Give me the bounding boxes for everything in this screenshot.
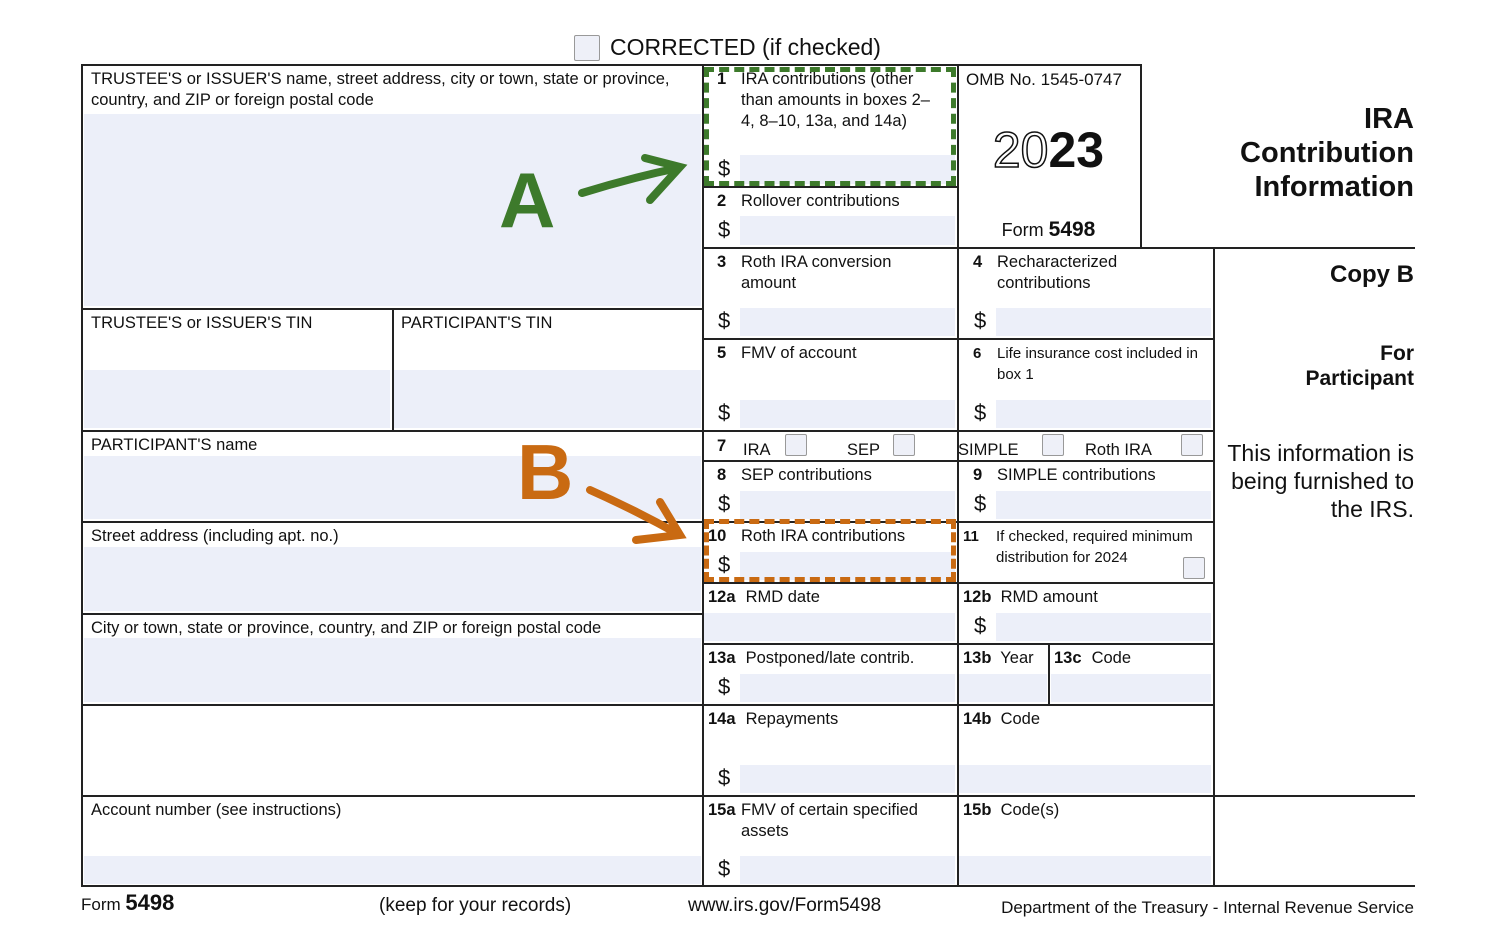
box14b-field[interactable] <box>959 765 1211 793</box>
account-field[interactable] <box>84 856 701 884</box>
participant-tin-field[interactable] <box>394 370 701 428</box>
box7-ira-checkbox[interactable] <box>785 434 807 456</box>
dollar-sign: $ <box>974 613 987 638</box>
box13a-field[interactable] <box>740 674 955 702</box>
box7-simple-checkbox[interactable] <box>1042 434 1064 456</box>
annotation-a: A <box>499 156 556 244</box>
participant-name-label: PARTICIPANT'S name <box>91 436 258 454</box>
box7-num: 7 <box>717 437 727 455</box>
box8-label: 8 SEP contributions <box>717 466 872 484</box>
tax-year: 2023 <box>992 121 1105 179</box>
dollar-sign: $ <box>718 217 731 242</box>
participant-tin-label: PARTICIPANT'S TIN <box>401 314 553 332</box>
dollar-sign: $ <box>974 491 987 516</box>
box12b-label: 12b RMD amount <box>963 588 1098 606</box>
box15a-field[interactable] <box>740 856 955 884</box>
street-field[interactable] <box>84 547 701 611</box>
box9-field[interactable] <box>996 491 1211 519</box>
footer-form-number: Form 5498 <box>81 890 175 915</box>
highlight-box-10 <box>704 519 956 582</box>
box15b-field[interactable] <box>959 856 1211 884</box>
footer-department: Department of the Treasury - Internal Re… <box>1001 898 1414 917</box>
annotation-b: B <box>517 428 574 516</box>
box1-field[interactable] <box>740 155 955 184</box>
box7-sep-label: SEP <box>847 441 881 459</box>
box13a-label: 13a Postponed/late contrib. <box>708 649 915 667</box>
box5-field[interactable] <box>740 400 955 428</box>
omb-number: OMB No. 1545-0747 <box>966 70 1122 89</box>
box13c-label: 13c Code <box>1054 649 1132 667</box>
dollar-sign: $ <box>718 156 731 181</box>
box7-roth-checkbox[interactable] <box>1181 434 1203 456</box>
box14b-label: 14b Code <box>963 710 1041 728</box>
dollar-sign: $ <box>718 674 731 699</box>
arrow-b-icon <box>586 486 687 544</box>
box12b-field[interactable] <box>996 613 1211 641</box>
account-label: Account number (see instructions) <box>91 801 342 819</box>
box11-label: 11 If checked, required minimum distribut… <box>963 528 1193 566</box>
trustee-label: TRUSTEE'S or ISSUER'S name, street addre… <box>91 70 670 109</box>
box13b-label: 13b Year <box>963 649 1034 667</box>
box1-label: 1 IRA contributions (other than amounts i… <box>717 70 930 130</box>
box3-label: 3 Roth IRA conversion amount <box>717 253 892 292</box>
city-field[interactable] <box>84 638 701 702</box>
omb-form-number: Form 5498 <box>1001 218 1096 241</box>
form-title: IRA Contribution Information <box>1240 103 1414 203</box>
box8-field[interactable] <box>740 491 955 519</box>
box10-field[interactable] <box>740 552 955 580</box>
box3-field[interactable] <box>740 308 955 336</box>
box7-simple-label: SIMPLE <box>958 441 1019 459</box>
dollar-sign: $ <box>974 308 987 333</box>
dollar-sign: $ <box>718 552 731 577</box>
corrected-checkbox[interactable] <box>574 35 600 61</box>
box13c-field[interactable] <box>1051 674 1211 702</box>
street-label: Street address (including apt. no.) <box>91 527 339 545</box>
box12a-label: 12a RMD date <box>708 588 820 606</box>
trustee-tin-label: TRUSTEE'S or ISSUER'S TIN <box>91 314 313 332</box>
box14a-field[interactable] <box>740 765 955 793</box>
box2-field[interactable] <box>740 216 955 245</box>
dollar-sign: $ <box>718 856 731 881</box>
dollar-sign: $ <box>718 400 731 425</box>
box10-label: 10 Roth IRA contributions <box>708 527 906 545</box>
box2-label: 2 Rollover contributions <box>717 192 900 210</box>
box13b-field[interactable] <box>959 674 1047 702</box>
box6-label: 6 Life insurance cost included in box 1 <box>973 345 1198 383</box>
box12a-field[interactable] <box>704 613 955 641</box>
dollar-sign: $ <box>718 308 731 333</box>
box15b-label: 15b Code(s) <box>963 801 1060 819</box>
dollar-sign: $ <box>718 765 731 790</box>
box11-checkbox[interactable] <box>1183 557 1205 579</box>
for-participant-label: For Participant <box>1305 342 1414 390</box>
trustee-field[interactable] <box>84 114 701 306</box>
box15a-label: 15a FMV of certain specified assets <box>708 801 918 840</box>
copy-b-label: Copy B <box>1330 261 1414 288</box>
city-label: City or town, state or province, country… <box>91 619 602 637</box>
box4-label: 4 Recharacterized contributions <box>973 253 1118 292</box>
footer-keep-note: (keep for your records) <box>379 895 572 916</box>
box6-field[interactable] <box>996 400 1211 428</box>
box14a-label: 14a Repayments <box>708 710 839 728</box>
participant-name-field[interactable] <box>84 456 701 519</box>
footer-url[interactable]: www.irs.gov/Form5498 <box>688 895 882 916</box>
dollar-sign: $ <box>974 400 987 425</box>
box7-sep-checkbox[interactable] <box>893 434 915 456</box>
corrected-label: CORRECTED (if checked) <box>610 34 881 60</box>
highlight-box-1 <box>704 67 956 186</box>
arrow-a-icon <box>578 154 688 204</box>
box4-field[interactable] <box>996 308 1211 336</box>
box9-label: 9 SIMPLE contributions <box>973 466 1156 484</box>
trustee-tin-field[interactable] <box>84 370 390 428</box>
dollar-sign: $ <box>718 491 731 516</box>
box7-roth-label: Roth IRA <box>1085 441 1152 459</box>
box5-label: 5 FMV of account <box>717 344 857 362</box>
irs-info-text: This information is being furnished to t… <box>1227 440 1414 522</box>
box7-ira-label: IRA <box>743 441 771 459</box>
